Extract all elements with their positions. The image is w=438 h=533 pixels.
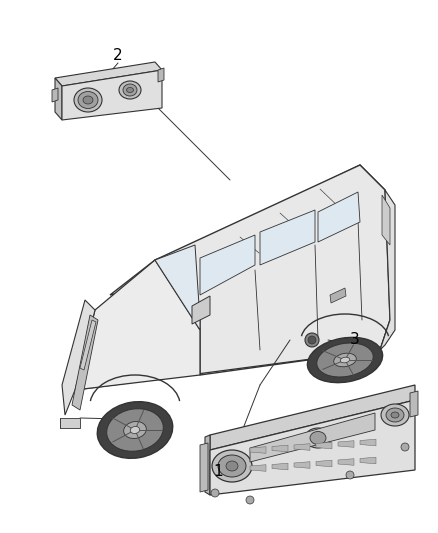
Ellipse shape <box>78 92 98 109</box>
Ellipse shape <box>212 450 252 482</box>
Polygon shape <box>55 78 62 120</box>
Polygon shape <box>338 459 354 465</box>
Ellipse shape <box>307 337 383 383</box>
Ellipse shape <box>305 428 331 448</box>
Ellipse shape <box>340 357 350 363</box>
Polygon shape <box>55 62 162 86</box>
Polygon shape <box>72 315 98 410</box>
Polygon shape <box>380 190 395 350</box>
Polygon shape <box>272 445 288 452</box>
Polygon shape <box>272 463 288 470</box>
Polygon shape <box>80 320 96 370</box>
Polygon shape <box>250 413 375 462</box>
Polygon shape <box>330 288 346 303</box>
Ellipse shape <box>130 426 140 433</box>
Circle shape <box>246 496 254 504</box>
Polygon shape <box>192 296 210 324</box>
Polygon shape <box>318 192 360 242</box>
Polygon shape <box>110 165 385 295</box>
Polygon shape <box>62 300 95 415</box>
Polygon shape <box>250 447 266 453</box>
Ellipse shape <box>381 404 409 426</box>
Polygon shape <box>200 443 208 492</box>
Polygon shape <box>60 418 80 428</box>
Polygon shape <box>155 165 390 375</box>
Ellipse shape <box>123 84 137 96</box>
Ellipse shape <box>119 81 141 99</box>
Polygon shape <box>62 70 162 120</box>
Ellipse shape <box>334 353 356 367</box>
Circle shape <box>211 489 219 497</box>
Ellipse shape <box>127 87 134 93</box>
Polygon shape <box>158 68 164 82</box>
Circle shape <box>305 333 319 347</box>
Polygon shape <box>316 460 332 467</box>
Text: 3: 3 <box>350 333 360 348</box>
Circle shape <box>401 443 409 451</box>
Polygon shape <box>52 88 58 102</box>
Ellipse shape <box>107 409 163 451</box>
Polygon shape <box>260 210 315 265</box>
Polygon shape <box>360 457 376 464</box>
Ellipse shape <box>386 408 404 422</box>
Polygon shape <box>155 245 200 330</box>
Circle shape <box>346 471 354 479</box>
Polygon shape <box>200 235 255 295</box>
Polygon shape <box>75 260 200 390</box>
Ellipse shape <box>391 412 399 418</box>
Polygon shape <box>205 435 210 495</box>
Text: 1: 1 <box>213 464 223 480</box>
Polygon shape <box>360 439 376 446</box>
Ellipse shape <box>83 96 93 104</box>
Polygon shape <box>294 443 310 450</box>
Polygon shape <box>410 391 418 417</box>
Ellipse shape <box>218 455 246 477</box>
Ellipse shape <box>310 432 326 445</box>
Ellipse shape <box>226 461 238 471</box>
Polygon shape <box>210 385 415 450</box>
Ellipse shape <box>317 343 373 377</box>
Polygon shape <box>250 465 266 471</box>
Polygon shape <box>316 442 332 449</box>
Ellipse shape <box>97 402 173 458</box>
Ellipse shape <box>124 422 146 439</box>
Ellipse shape <box>74 88 102 112</box>
Text: 2: 2 <box>113 47 123 62</box>
Polygon shape <box>382 195 390 245</box>
Polygon shape <box>338 441 354 447</box>
Polygon shape <box>210 400 415 495</box>
Polygon shape <box>294 462 310 469</box>
Circle shape <box>308 336 316 344</box>
